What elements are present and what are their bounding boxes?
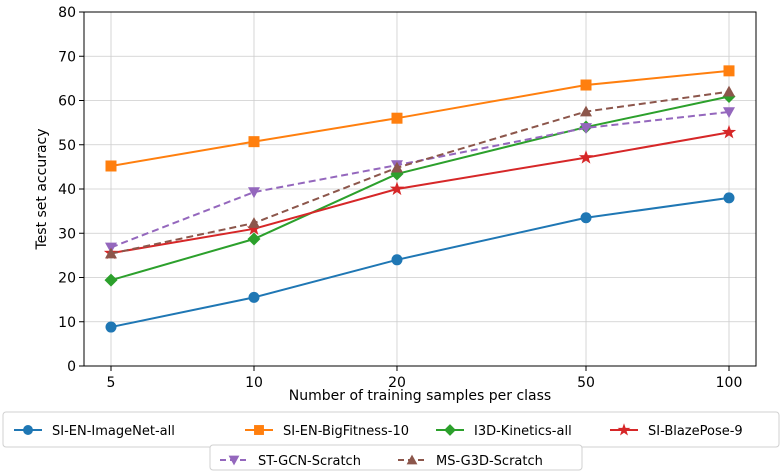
legend-label: I3D-Kinetics-all: [474, 424, 572, 439]
legend-marker: [228, 455, 240, 466]
legend-label: MS-G3D-Scratch: [436, 454, 543, 469]
legend-label: SI-EN-BigFitness-10: [283, 424, 409, 439]
data-point: [580, 105, 593, 117]
legend-marker: [617, 423, 631, 436]
series-ST-GCN-Scratch: [105, 107, 735, 254]
x-tick-label: 100: [716, 375, 743, 391]
legend-marker: [23, 425, 33, 435]
y-tick-label: 10: [58, 315, 76, 331]
legend-box: [209, 444, 583, 471]
data-point: [105, 160, 117, 172]
x-tick-label: 50: [577, 375, 595, 391]
data-point: [391, 254, 403, 266]
data-point: [104, 273, 118, 287]
data-point: [723, 65, 735, 77]
x-axis-label: Number of training samples per class: [289, 388, 551, 404]
series-MS-G3D-Scratch: [105, 85, 735, 259]
y-axis-label: Test set accuracy: [34, 128, 50, 250]
series-line: [110, 95, 730, 282]
data-point: [105, 247, 117, 259]
data-point: [247, 217, 260, 228]
axes: 0 10 20 30 40 50 60 70 80 5 10 20 50 100: [58, 5, 757, 391]
data-point: [721, 124, 737, 139]
data-point: [390, 161, 403, 173]
data-point: [248, 291, 260, 303]
legend-label: SI-EN-ImageNet-all: [52, 424, 175, 439]
series-SI-EN-ImageNet-all: [105, 192, 735, 333]
legend-marker: [444, 424, 456, 436]
legend-item: ST-GCN-Scratch: [220, 454, 361, 469]
legend-label: ST-GCN-Scratch: [258, 454, 361, 469]
y-tick-label: 50: [58, 138, 76, 154]
series-SI-EN-BigFitness-10: [105, 65, 735, 172]
y-tick-label: 60: [58, 94, 76, 110]
y-tick-label: 80: [58, 5, 76, 21]
legend-marker: [406, 454, 418, 465]
data-point: [723, 85, 735, 97]
x-tick-label: 20: [388, 375, 406, 391]
legend-item: MS-G3D-Scratch: [398, 454, 543, 469]
legend-marker: [254, 425, 264, 435]
series-line: [110, 69, 730, 167]
data-point: [247, 232, 261, 246]
series-I3D-Kinetics-all: [104, 90, 736, 287]
y-tick-label: 20: [58, 271, 76, 287]
series-line: [110, 196, 730, 329]
y-tick-label: 30: [58, 226, 76, 242]
data-point: [723, 192, 735, 204]
legend: SI-EN-ImageNet-all SI-EN-BigFitness-10 I3D…: [2, 411, 780, 471]
data-point: [247, 187, 260, 199]
data-point: [723, 107, 735, 119]
data-point: [578, 150, 594, 164]
legend-item: SI-BlazePose-9: [610, 423, 743, 439]
data-point: [391, 112, 403, 124]
data-point: [248, 136, 260, 148]
y-tick-label: 70: [58, 49, 76, 65]
data-point: [580, 79, 592, 91]
grid: [84, 11, 756, 367]
data-point: [580, 123, 593, 134]
data-point: [105, 321, 117, 333]
data-point: [389, 181, 405, 196]
legend-item: SI-EN-ImageNet-all: [14, 424, 175, 439]
y-tick-label: 40: [58, 182, 76, 198]
plot-frame: [83, 11, 757, 367]
series-layer: [103, 65, 737, 333]
x-tick-label: 10: [245, 375, 263, 391]
legend-item: I3D-Kinetics-all: [436, 424, 572, 439]
data-point: [580, 212, 592, 224]
data-point: [246, 221, 262, 235]
legend-item: SI-EN-BigFitness-10: [245, 424, 409, 439]
x-tick-label: 5: [107, 375, 116, 391]
legend-label: SI-BlazePose-9: [648, 424, 743, 439]
series-line: [110, 111, 730, 249]
y-tick-label: 0: [67, 359, 76, 375]
